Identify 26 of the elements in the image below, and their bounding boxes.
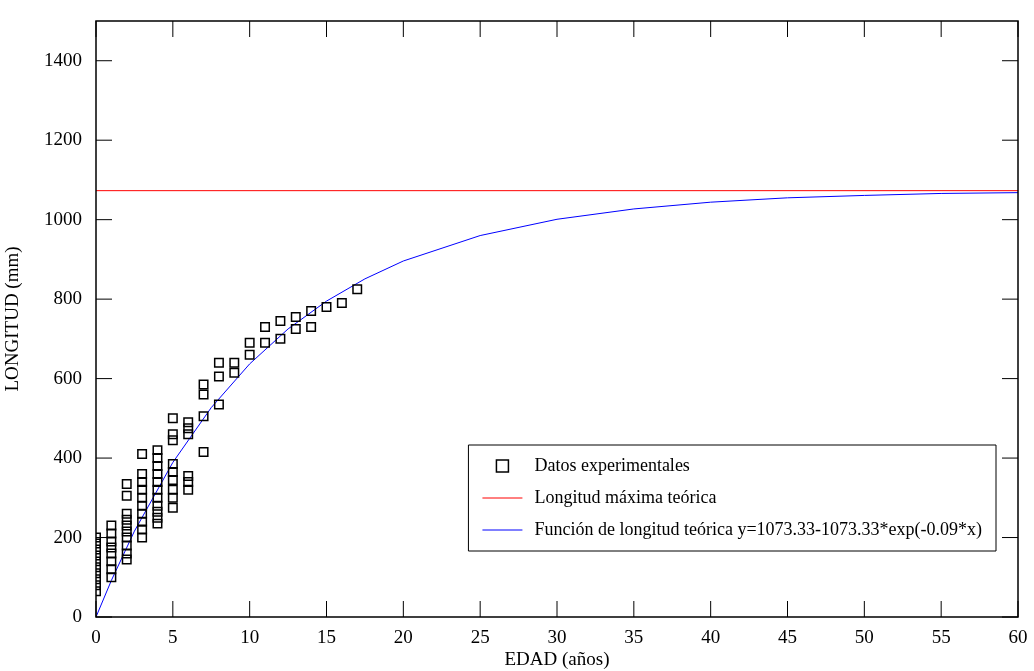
y-tick-label: 1000 <box>44 207 82 229</box>
y-tick-label: 400 <box>53 446 82 468</box>
x-tick-label: 60 <box>1008 626 1028 648</box>
x-tick-label: 35 <box>624 626 644 648</box>
x-tick-label: 5 <box>168 626 178 648</box>
x-tick-label: 0 <box>91 626 101 648</box>
y-axis-title: LONGITUD (mm) <box>1 246 24 392</box>
x-tick-label: 50 <box>854 626 874 648</box>
x-axis-title: EDAD (años) <box>504 647 610 670</box>
x-tick-label: 15 <box>317 626 336 648</box>
x-tick-label: 45 <box>778 626 797 648</box>
y-tick-label: 0 <box>72 604 82 626</box>
x-tick-label: 30 <box>547 626 567 648</box>
x-tick-label: 55 <box>931 626 951 648</box>
x-tick-label: 25 <box>470 626 490 648</box>
y-tick-label: 800 <box>53 287 82 309</box>
legend-label: Longitud máxima teórica <box>534 486 717 507</box>
x-tick-label: 40 <box>701 626 721 648</box>
x-tick-label: 20 <box>393 626 413 648</box>
y-tick-label: 200 <box>53 525 82 547</box>
legend-label: Datos experimentales <box>534 454 690 475</box>
y-tick-label: 600 <box>53 366 82 388</box>
y-tick-label: 1400 <box>44 48 82 70</box>
legend-label: Función de longitud teórica y=1073.33-1073.33*exp(-0.09*x) <box>534 518 983 540</box>
y-tick-label: 1200 <box>44 128 82 150</box>
x-tick-label: 10 <box>240 626 260 648</box>
